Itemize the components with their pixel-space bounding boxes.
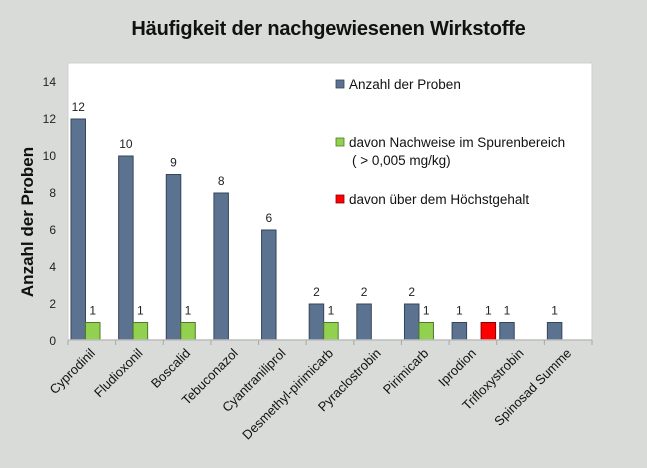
- chart-title: Häufigkeit der nachgewiesenen Wirkstoffe: [131, 18, 526, 40]
- bar-anzahl: [356, 303, 372, 341]
- x-axis: [67, 339, 593, 345]
- bar-anzahl: [70, 118, 86, 341]
- data-label: 6: [265, 211, 272, 225]
- x-tick-label: Boscalid: [148, 346, 193, 391]
- bars: [70, 118, 563, 341]
- legend-label: Anzahl der Proben: [349, 77, 461, 92]
- data-label: 10: [119, 137, 133, 151]
- y-tick-label: 14: [43, 75, 57, 89]
- bar-anzahl: [451, 322, 468, 341]
- bar-anzahl: [261, 229, 277, 341]
- data-label: 1: [423, 304, 430, 318]
- bar-anzahl: [546, 322, 563, 341]
- bar-anzahl: [403, 303, 420, 341]
- bar-spurenbereich: [323, 322, 339, 341]
- y-tick-label: 0: [49, 334, 56, 348]
- y-tick-label: 12: [43, 112, 57, 126]
- data-label: 1: [456, 304, 463, 318]
- y-tick-label: 6: [49, 223, 56, 237]
- x-tick-label: Desmethyl-pirimicarb: [239, 346, 336, 443]
- bar-spurenbereich: [85, 322, 101, 341]
- bar-anzahl: [213, 192, 229, 341]
- y-tick-label: 10: [43, 149, 57, 163]
- bar-spurenbereich: [180, 322, 196, 341]
- data-label: 9: [170, 156, 177, 170]
- data-label: 2: [361, 285, 368, 299]
- data-label: 1: [137, 304, 144, 318]
- bar-anzahl: [499, 322, 515, 341]
- y-tick-label: 8: [49, 186, 56, 200]
- legend-swatch: [335, 194, 345, 204]
- data-label: 1: [328, 304, 335, 318]
- legend-label: davon über dem Höchstgehalt: [349, 192, 529, 207]
- bar-hoechstgehalt: [480, 322, 497, 341]
- data-label: 2: [408, 285, 415, 299]
- legend: Anzahl der Proben davon Nachweise im Spur…: [335, 77, 565, 207]
- data-label: 1: [551, 304, 558, 318]
- legend-label: davon Nachweise im Spurenbereich: [349, 135, 565, 150]
- data-label: 2: [313, 285, 320, 299]
- y-tick-label: 4: [49, 260, 56, 274]
- y-tick-label: 2: [49, 297, 56, 311]
- x-tick-label: Pirimicarb: [380, 346, 431, 397]
- bar-spurenbereich: [132, 322, 149, 341]
- legend-swatch: [335, 79, 345, 89]
- legend-label-line2: ( > 0,005 mg/kg): [352, 153, 451, 168]
- bar-anzahl: [165, 174, 182, 341]
- data-label: 1: [89, 304, 96, 318]
- y-axis-label: Anzahl der Proben: [18, 147, 37, 297]
- plot-area: [67, 62, 593, 341]
- bar-spurenbereich: [418, 322, 434, 341]
- y-axis: 0 2 4 6 8 10 12 14: [43, 75, 57, 348]
- data-label: 1: [485, 304, 492, 318]
- legend-swatch: [335, 137, 345, 147]
- bar-anzahl: [118, 155, 134, 341]
- bar-anzahl: [308, 303, 325, 341]
- data-label: 12: [72, 100, 86, 114]
- data-label: 1: [185, 304, 192, 318]
- x-tick-label: Fludioxonil: [91, 345, 146, 400]
- data-label: 8: [218, 174, 225, 188]
- data-label: 1: [504, 304, 511, 318]
- x-tick-label: Iprodion: [435, 346, 479, 390]
